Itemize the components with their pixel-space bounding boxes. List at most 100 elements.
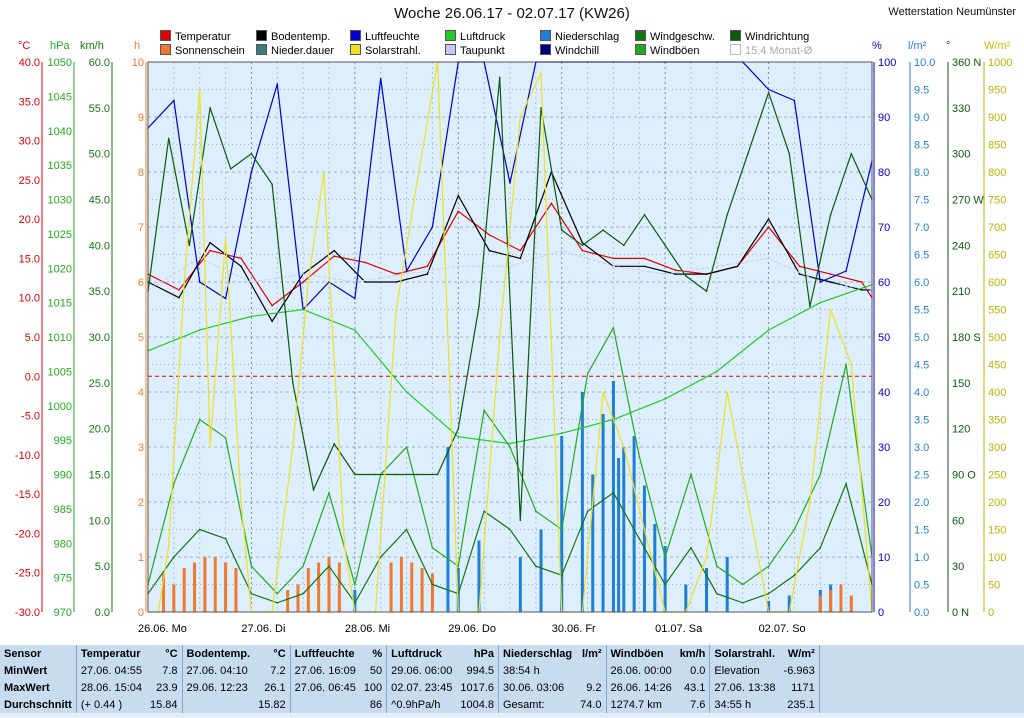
bar-sonnenschein <box>410 562 414 612</box>
unit-deg: ° <box>946 40 951 52</box>
station-name: Wetterstation Neumünster <box>888 6 1016 18</box>
point-solarstrahl- <box>323 171 325 173</box>
unit-pct: % <box>872 40 882 52</box>
point-windgeschw- <box>793 574 796 577</box>
point-bodentemp- <box>426 273 429 275</box>
legend-label: Bodentemp. <box>271 31 331 43</box>
point-temperatur <box>426 265 429 268</box>
point-windb-en <box>664 556 666 558</box>
legend-label: Windböen <box>650 45 700 57</box>
point-windrichtung <box>664 244 666 247</box>
tick-label: 1025 <box>48 229 72 241</box>
point-temperatur <box>829 273 832 275</box>
legend-label: Temperatur <box>175 31 231 43</box>
legend-label: Windchill <box>555 45 600 57</box>
point-luftdruck <box>405 391 408 393</box>
stats-cell-value: 7.6 <box>690 698 706 711</box>
unit-kmh: km/h <box>80 40 104 52</box>
point-solarstrahl- <box>498 336 501 338</box>
point-temperatur <box>674 269 677 272</box>
bar-niederschlag <box>767 601 771 612</box>
stats-header-soil: Bodentemp. <box>181 645 255 662</box>
unit-wm2: W/m² <box>984 40 1011 52</box>
point-bodentemp- <box>209 241 211 244</box>
point-windrichtung <box>167 137 170 140</box>
legend-label: Windgeschw. <box>650 31 715 43</box>
tick-label: 30 <box>878 442 890 454</box>
stats-header-solar: Solarstrahl. <box>709 645 780 662</box>
tick-label: 60.0 <box>89 57 110 69</box>
tick-label: 1020 <box>48 263 72 275</box>
point-solarstrahl- <box>850 363 853 366</box>
point-bodentemp- <box>643 265 646 268</box>
tick-label: 60 <box>952 515 964 527</box>
tick-label: 270 W <box>952 195 984 207</box>
tick-label: 200 <box>988 497 1006 509</box>
point-taupunkt <box>664 273 666 275</box>
stats-header-gusts: Windböen <box>605 645 676 662</box>
tick-label: 9.0 <box>914 112 929 124</box>
tick-label: 150 <box>988 525 1006 537</box>
tick-label: 350 <box>988 415 1006 427</box>
tick-label: 1050 <box>48 57 72 69</box>
point-taupunkt <box>509 265 511 268</box>
bar-niederschlag <box>632 436 636 612</box>
tick-label: 15.0 <box>19 253 40 265</box>
stats-cell-time: 29.06. 12:23 <box>181 679 255 696</box>
point-solarstrahl- <box>240 501 242 503</box>
stats-header-rain: Niederschlag <box>498 645 577 662</box>
point-windgeschw- <box>483 510 485 512</box>
stats-cell-value: 74.0 <box>580 698 602 711</box>
legend-label: 15.4 Monat-Ø <box>745 45 813 57</box>
point-windb-en <box>173 482 175 485</box>
point-temperatur <box>457 210 460 213</box>
point-windb-en <box>793 528 796 531</box>
bar-niederschlag <box>601 414 605 612</box>
point-windrichtung <box>416 473 418 476</box>
tick-label: 240 <box>952 240 970 252</box>
x-tick-label: 30.06. Fr <box>552 623 596 635</box>
tick-label: 970 <box>54 607 72 619</box>
plot-border <box>147 61 873 613</box>
point-windgeschw- <box>664 583 666 586</box>
tick-label: 25.0 <box>19 175 40 187</box>
tick-label: 5.0 <box>25 332 40 344</box>
point-windb-en <box>819 473 822 476</box>
tick-label: 250 <box>988 470 1006 482</box>
point-luftfeuchte <box>379 77 382 80</box>
point-windgeschw- <box>328 565 330 567</box>
tick-label: 300 <box>952 149 970 161</box>
point-windrichtung <box>685 275 687 277</box>
stats-cell-value: 9.2 <box>586 681 602 694</box>
tick-label: 7.5 <box>914 195 929 207</box>
legend-swatch <box>635 44 646 55</box>
tick-label: 300 <box>988 442 1006 454</box>
stats-cell-value: 100 <box>363 681 383 694</box>
stats-table: Sensor Temperatur °C Bodentemp. °C Luftf… <box>0 645 1024 713</box>
point-temperatur <box>364 261 367 264</box>
point-temperatur <box>488 234 491 236</box>
point-bodentemp- <box>581 241 584 244</box>
point-windb-en <box>845 363 847 366</box>
stats-cell-time: Gesamt: <box>498 696 577 713</box>
point-bodentemp- <box>240 265 242 268</box>
tick-label: 20.0 <box>19 214 40 226</box>
stats-row-min: MinWert 27.06. 04:55 7.8 27.06. 04:10 7.… <box>0 662 1024 679</box>
x-tick-label: 01.07. Sa <box>655 623 703 635</box>
point-windrichtung <box>602 229 604 231</box>
point-windrichtung <box>312 489 315 491</box>
point-taupunkt <box>560 249 563 252</box>
tick-label: 50.0 <box>89 149 110 161</box>
legend-item: Niederschlag <box>540 30 619 43</box>
tick-label: 50 <box>878 332 890 344</box>
stats-cell-value: -6.963 <box>783 664 815 677</box>
tick-label: 15.0 <box>89 470 110 482</box>
point-windb-en <box>586 372 589 375</box>
point-solarstrahl- <box>519 116 522 118</box>
chart-area: 40.0 35.0 30.0 25.0 20.0 15.0 10.0 5.0 0.0 -5.0 -1… <box>0 0 1024 645</box>
tick-label: 975 <box>54 573 72 585</box>
bar-sonnenschein <box>234 568 238 612</box>
legend-label: Solarstrahl. <box>365 45 421 57</box>
tick-label: 5 <box>138 332 144 344</box>
bar-sonnenschein <box>213 557 217 612</box>
